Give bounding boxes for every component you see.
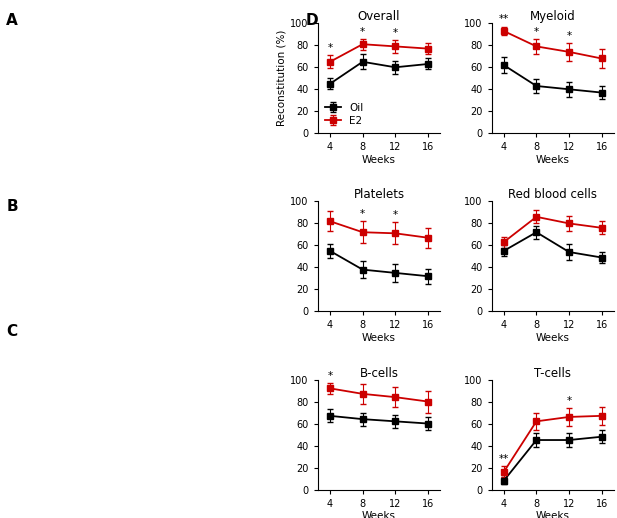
- Title: T-cells: T-cells: [534, 367, 571, 380]
- X-axis label: Weeks: Weeks: [362, 155, 396, 165]
- X-axis label: Weeks: Weeks: [536, 511, 569, 518]
- Text: D: D: [305, 13, 318, 28]
- Text: **: **: [499, 454, 509, 464]
- Title: Red blood cells: Red blood cells: [508, 189, 597, 202]
- Text: *: *: [360, 209, 365, 219]
- Text: *: *: [566, 31, 571, 41]
- Text: *: *: [328, 43, 333, 53]
- Text: *: *: [392, 210, 398, 220]
- Text: B: B: [6, 199, 18, 214]
- Legend: Oil, E2: Oil, E2: [323, 101, 365, 128]
- Text: *: *: [566, 396, 571, 406]
- Title: Overall: Overall: [358, 10, 400, 23]
- Y-axis label: Reconstitution (%): Reconstitution (%): [276, 30, 286, 126]
- X-axis label: Weeks: Weeks: [362, 511, 396, 518]
- Text: **: **: [499, 15, 509, 24]
- X-axis label: Weeks: Weeks: [362, 333, 396, 343]
- X-axis label: Weeks: Weeks: [536, 333, 569, 343]
- Title: B-cells: B-cells: [360, 367, 399, 380]
- X-axis label: Weeks: Weeks: [536, 155, 569, 165]
- Text: *: *: [392, 27, 398, 38]
- Title: Myeloid: Myeloid: [530, 10, 576, 23]
- Text: A: A: [6, 13, 18, 28]
- Text: *: *: [360, 26, 365, 36]
- Text: *: *: [534, 26, 539, 36]
- Text: C: C: [6, 324, 17, 339]
- Text: *: *: [328, 371, 333, 381]
- Title: Platelets: Platelets: [354, 189, 405, 202]
